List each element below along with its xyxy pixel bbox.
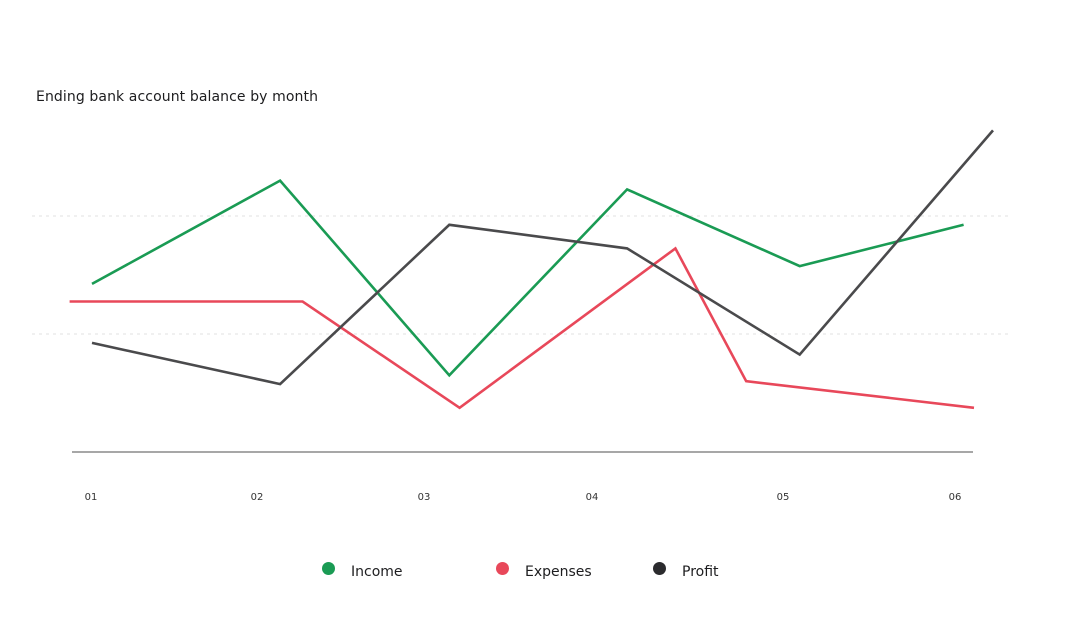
legend-item-income[interactable]: Income [322,558,403,582]
legend-label-expenses: Expenses [525,564,592,580]
chart-title: Ending bank account balance by month [36,89,319,105]
x-tick-label-05: 05 [777,492,790,503]
legend-item-expenses[interactable]: Expenses [496,558,592,582]
legend-label-income: Income [351,564,403,580]
income-legend-marker [322,561,335,575]
x-tick-label-06: 06 [949,492,962,503]
legend-item-profit[interactable]: Profit [653,558,719,582]
x-tick-label-03: 03 [418,492,431,503]
series-line-profit [91,129,994,386]
profit-legend-marker [653,561,666,575]
chart-legend: Income Expenses Profit [0,558,1091,582]
series-line-expenses [69,246,975,410]
x-tick-label-02: 02 [251,492,264,503]
expenses-legend-marker [496,561,509,575]
legend-label-profit: Profit [682,564,719,580]
series-line-income [91,178,964,378]
x-tick-label-04: 04 [586,492,599,503]
x-tick-label-01: 01 [85,492,98,503]
